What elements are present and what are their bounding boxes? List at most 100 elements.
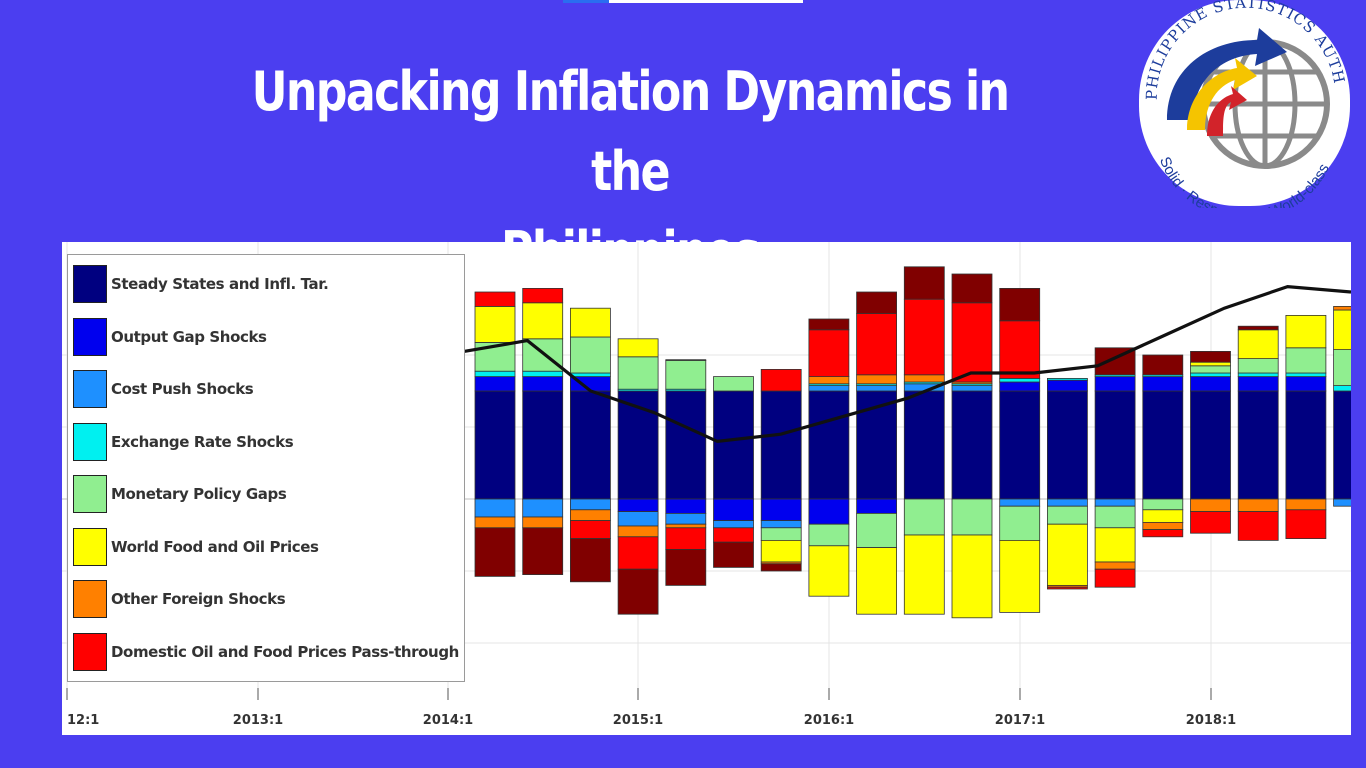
bar-segment: [1285, 509, 1327, 539]
top-accent-bar-blue: [563, 0, 609, 3]
bar-segment: [903, 498, 945, 536]
legend-item: Monetary Policy Gaps: [73, 475, 463, 515]
bar-segment: [665, 390, 707, 500]
bar-segment: [1237, 329, 1279, 360]
x-tick-label: 2017:1: [995, 713, 1045, 728]
legend-swatch: [73, 580, 107, 618]
bar-segment: [1237, 376, 1279, 392]
x-tick-label: 2014:1: [423, 713, 473, 728]
legend-label: Steady States and Infl. Tar.: [111, 275, 329, 293]
bar-segment: [569, 520, 611, 540]
bar-segment: [569, 538, 611, 583]
bar-segment: [856, 498, 897, 514]
bar-segment: [1094, 505, 1136, 529]
bar-segment: [665, 512, 707, 525]
bar-segment: [474, 498, 516, 518]
bar-segment: [808, 318, 850, 331]
bar-segment: [1094, 561, 1136, 570]
bar-segment: [999, 288, 1041, 322]
bar-segment: [1094, 390, 1136, 500]
bar-segment: [1285, 390, 1327, 500]
bar-segment: [522, 516, 564, 529]
bar-segment: [999, 498, 1041, 507]
bar-segment: [1190, 372, 1231, 377]
bar-segment: [1094, 568, 1136, 588]
bar-segment: [569, 372, 611, 377]
bar-segment: [522, 370, 564, 377]
bar-segment: [569, 307, 611, 338]
bar-segment: [1142, 509, 1184, 523]
bar-segment: [474, 516, 516, 529]
bar-segment: [713, 541, 754, 568]
bar-segment: [951, 534, 993, 619]
legend-item: Exchange Rate Shocks: [73, 422, 463, 463]
bar-segment: [522, 302, 564, 340]
psa-logo: PHILIPPINE STATISTICS AUTHORITY Solid · …: [1130, 0, 1352, 224]
bar-segment: [665, 523, 707, 529]
bar-segment: [1047, 377, 1088, 381]
bar-segment: [1047, 379, 1088, 392]
bar-segment: [665, 498, 707, 514]
bar-segment: [999, 377, 1041, 383]
bar-segment: [474, 370, 516, 377]
decomposition-chart: 12:1 2013:1 2014:1 2015:1 2016:1 2017:1 2018:1: [62, 242, 1351, 728]
bar-segment: [474, 306, 516, 343]
bar-segment: [617, 356, 659, 390]
bar-segment: [856, 547, 897, 615]
bar-segment: [856, 512, 897, 548]
bar-segment: [999, 539, 1041, 613]
legend-label: Domestic Oil and Food Prices Pass-throug…: [111, 642, 459, 661]
page-title-line-1: Unpacking Inflation Dynamics in the: [251, 60, 1010, 203]
bar-segment: [1333, 306, 1351, 311]
bar-segment: [569, 509, 611, 521]
bar-segment: [1094, 498, 1136, 507]
bar-segment: [856, 291, 897, 315]
bar-segment: [760, 527, 802, 541]
legend-swatch: [73, 632, 107, 671]
bar-segment: [1094, 376, 1136, 392]
bar-segment: [1047, 586, 1088, 590]
bar-segment: [569, 336, 611, 374]
bar-segment: [999, 320, 1041, 379]
bar-segment: [1285, 498, 1327, 511]
bar-segment: [1285, 372, 1327, 377]
bar-segment: [856, 385, 897, 392]
legend-item: Cost Push Shocks: [73, 370, 463, 410]
bar-segment: [713, 390, 754, 500]
bar-segment: [1190, 365, 1231, 374]
bar-segment: [1190, 376, 1231, 392]
bar-segment: [1047, 505, 1088, 525]
bar-segment: [1333, 385, 1351, 392]
bar-segment: [760, 390, 802, 500]
legend-item: Domestic Oil and Food Prices Pass-throug…: [73, 632, 463, 673]
bar-segment: [617, 338, 659, 358]
bar-segment: [1190, 390, 1231, 500]
x-tick-label: 2015:1: [613, 713, 663, 728]
bar-segment: [1237, 358, 1279, 374]
bar-segment: [951, 498, 993, 536]
bar-segment: [808, 385, 850, 392]
bar-segment: [1285, 347, 1327, 374]
legend-swatch: [73, 370, 107, 408]
bar-segment: [617, 525, 659, 538]
bar-segment: [856, 390, 897, 500]
bar-segment: [1285, 315, 1327, 349]
legend-label: Other Foreign Shocks: [111, 590, 286, 608]
bar-segment: [1142, 521, 1184, 530]
legend-label: Exchange Rate Shocks: [111, 432, 294, 451]
legend-label: Monetary Policy Gaps: [111, 485, 287, 503]
x-tick-label: 12:1: [67, 713, 99, 728]
bar-segment: [474, 291, 516, 307]
bar-segment: [713, 376, 754, 392]
bar-segment: [1142, 390, 1184, 500]
bar-segment: [808, 329, 850, 378]
bar-segment: [1190, 511, 1231, 534]
bar-segment: [760, 369, 802, 392]
inflation-line: [463, 284, 1351, 444]
bar-segment: [1142, 529, 1184, 538]
page-title: Unpacking Inflation Dynamics in the Phil…: [245, 52, 1016, 292]
bar-segment: [951, 390, 993, 500]
legend-swatch: [73, 265, 107, 303]
bar-segment: [522, 288, 564, 304]
bar-segment: [617, 511, 659, 527]
